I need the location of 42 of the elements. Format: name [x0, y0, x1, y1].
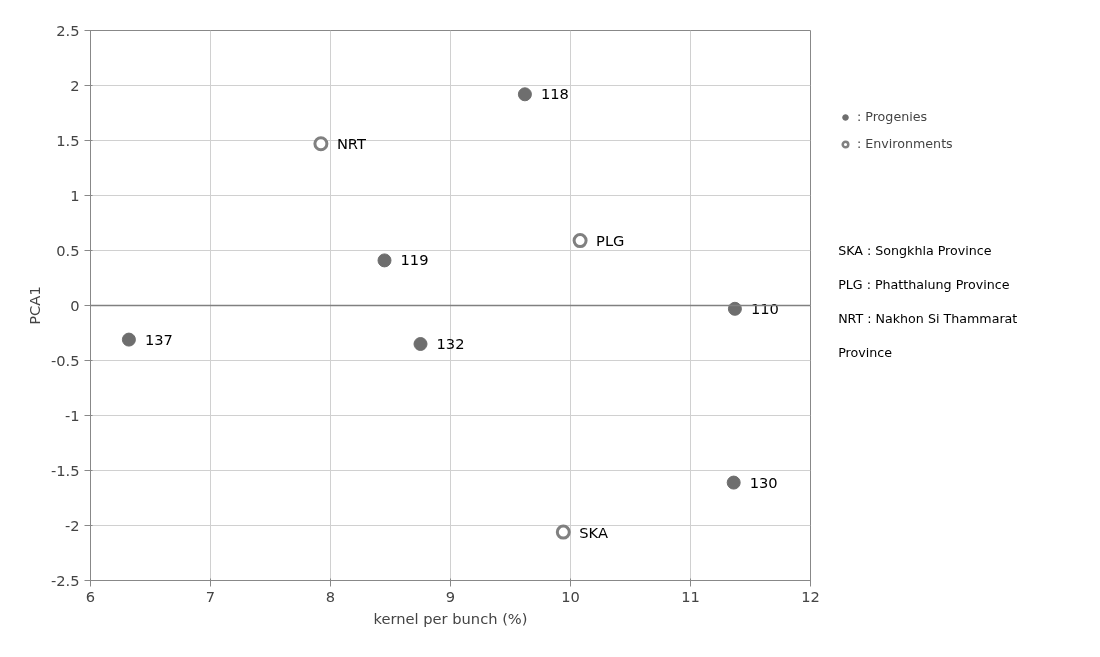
- point: [727, 301, 742, 316]
- annotation: 130: [749, 473, 778, 491]
- point: [572, 233, 588, 249]
- text: NRT : Nakhon Si Thammarat Province: [838, 311, 1018, 361]
- x-tick-label: 11: [681, 587, 700, 605]
- x-tick-label: 12: [801, 587, 820, 605]
- y-tick-label: -2: [64, 516, 80, 534]
- point: [377, 253, 392, 268]
- y-tick-label: -2.5: [50, 571, 80, 589]
- annotation: 118: [540, 85, 569, 103]
- annotation: SKA: [579, 523, 608, 541]
- point: [517, 87, 532, 102]
- y-tick-label: 0.5: [56, 241, 80, 259]
- text: SKA : Songkhla Province: [838, 243, 992, 258]
- y-tick-label: 2.5: [56, 21, 80, 39]
- x-tick-label: 10: [561, 587, 580, 605]
- y-axis-title: PCA1: [25, 286, 43, 325]
- legend-label: : Progenies: [857, 109, 928, 124]
- point: [313, 136, 329, 152]
- y-tick-label: 2: [70, 76, 80, 94]
- annotation: PLG: [596, 232, 625, 250]
- y-tick-label: 1: [70, 186, 80, 204]
- y-tick-label: -1.5: [50, 461, 80, 479]
- point: [726, 475, 741, 490]
- x-tick-label: 8: [325, 587, 336, 605]
- y-tick-label: -0.5: [50, 351, 80, 369]
- annotation: 119: [400, 251, 429, 269]
- text: PLG : Phatthalung Province: [838, 277, 1010, 293]
- point: [121, 332, 136, 347]
- point: [413, 337, 428, 351]
- y-tick-label: 1.5: [56, 131, 80, 149]
- x-tick-label: 7: [205, 587, 216, 605]
- point: [555, 524, 571, 540]
- y-tick-label: 0: [70, 296, 80, 314]
- x-tick-label: 9: [445, 587, 456, 605]
- x-tick-label: 6: [85, 587, 96, 605]
- annotation: NRT: [336, 135, 366, 153]
- x-axis-title: kernel per bunch (%): [373, 609, 528, 627]
- annotation: 137: [144, 330, 173, 348]
- annotation: 132: [436, 335, 465, 352]
- legend-label: : Environments: [857, 136, 953, 151]
- y-tick-label: -1: [64, 406, 80, 424]
